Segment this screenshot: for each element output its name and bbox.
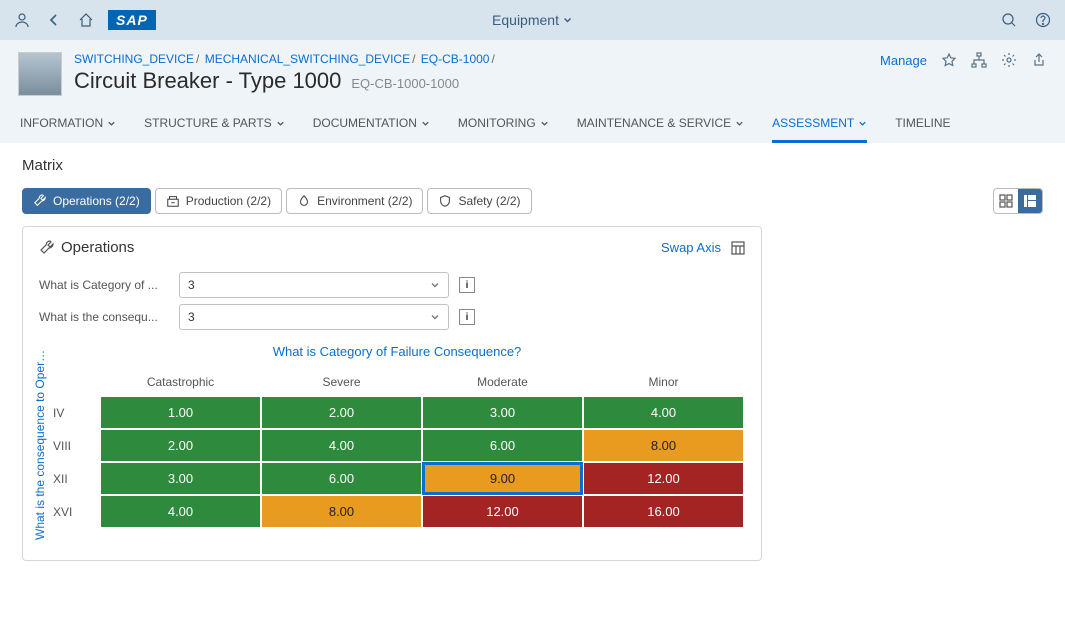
matrix-col-header: Minor	[584, 369, 743, 395]
filter-label: What is the consequ...	[39, 310, 169, 324]
matrix-col-header: Moderate	[423, 369, 582, 395]
matrix-cell[interactable]: 2.00	[101, 430, 260, 461]
settings-icon[interactable]	[1001, 52, 1017, 68]
matrix-view-button[interactable]	[1018, 189, 1042, 213]
x-axis-label: What is Category of Failure Consequence?	[49, 344, 745, 359]
chevron-down-icon	[540, 119, 549, 128]
operations-icon	[39, 240, 55, 256]
filter-select[interactable]: 3	[179, 304, 449, 330]
object-title: Circuit Breaker - Type 1000	[74, 68, 341, 94]
info-icon[interactable]: i	[459, 277, 475, 293]
table-settings-icon[interactable]	[731, 241, 745, 255]
object-subtitle: EQ-CB-1000-1000	[351, 76, 459, 91]
matrix-cell[interactable]: 16.00	[584, 496, 743, 527]
matrix-cell[interactable]: 8.00	[262, 496, 421, 527]
chevron-down-icon	[858, 119, 867, 128]
matrix-col-header: Severe	[262, 369, 421, 395]
nav-tab[interactable]: INFORMATION	[20, 110, 116, 143]
nav-tab[interactable]: STRUCTURE & PARTS	[144, 110, 285, 143]
nav-tabs: INFORMATION STRUCTURE & PARTS DOCUMENTAT…	[18, 110, 1047, 143]
object-header: SWITCHING_DEVICE/ MECHANICAL_SWITCHING_D…	[0, 40, 1065, 143]
filter-area: What is Category of ...3iWhat is the con…	[23, 268, 761, 344]
segment-buttons: Operations (2/2)Production (2/2)Environm…	[22, 188, 532, 214]
segment-button[interactable]: Production (2/2)	[155, 188, 282, 214]
segment-button[interactable]: Environment (2/2)	[286, 188, 423, 214]
segment-button[interactable]: Operations (2/2)	[22, 188, 151, 214]
matrix-cell[interactable]: 3.00	[423, 397, 582, 428]
risk-matrix-table: CatastrophicSevereModerateMinor IV1.002.0…	[49, 367, 745, 529]
matrix-cell[interactable]: 1.00	[101, 397, 260, 428]
chevron-down-icon	[735, 119, 744, 128]
matrix-col-header: Catastrophic	[101, 369, 260, 395]
matrix-cell[interactable]: 6.00	[423, 430, 582, 461]
matrix-cell[interactable]: 12.00	[423, 496, 582, 527]
matrix-row-header: XII	[51, 463, 99, 494]
nav-tab[interactable]: MONITORING	[458, 110, 549, 143]
chevron-down-icon	[107, 119, 116, 128]
hierarchy-icon[interactable]	[971, 52, 987, 68]
nav-tab[interactable]: DOCUMENTATION	[313, 110, 430, 143]
matrix-cell[interactable]: 2.00	[262, 397, 421, 428]
manage-button[interactable]: Manage	[880, 53, 927, 68]
filter-row: What is the consequ... 3i	[39, 304, 745, 330]
filter-select[interactable]: 3	[179, 272, 449, 298]
share-icon[interactable]	[1031, 52, 1047, 68]
breadcrumb: SWITCHING_DEVICE/ MECHANICAL_SWITCHING_D…	[74, 52, 880, 66]
back-icon[interactable]	[44, 10, 64, 30]
sap-logo: SAP	[108, 10, 156, 30]
chevron-down-icon	[421, 119, 430, 128]
page-title: Equipment	[492, 12, 559, 28]
segment-icon	[297, 194, 311, 208]
matrix-cell[interactable]: 3.00	[101, 463, 260, 494]
segment-button[interactable]: Safety (2/2)	[427, 188, 531, 214]
matrix-cell[interactable]: 12.00	[584, 463, 743, 494]
y-axis-label: What is the consequence to Opera...	[31, 344, 49, 544]
chevron-down-icon	[276, 119, 285, 128]
matrix-card: Operations Swap Axis What is Category of…	[22, 226, 762, 561]
user-icon[interactable]	[12, 10, 32, 30]
matrix-cell[interactable]: 6.00	[262, 463, 421, 494]
matrix-cell[interactable]: 4.00	[262, 430, 421, 461]
filter-label: What is Category of ...	[39, 278, 169, 292]
matrix-row-header: XVI	[51, 496, 99, 527]
chevron-down-icon	[430, 280, 440, 290]
nav-tab[interactable]: TIMELINE	[895, 110, 950, 143]
matrix-cell[interactable]: 9.00	[423, 463, 582, 494]
segment-icon	[33, 194, 47, 208]
breadcrumb-link[interactable]: EQ-CB-1000	[421, 52, 490, 66]
nav-tab[interactable]: MAINTENANCE & SERVICE	[577, 110, 744, 143]
matrix-cell[interactable]: 8.00	[584, 430, 743, 461]
view-toggle	[993, 188, 1043, 214]
breadcrumb-link[interactable]: MECHANICAL_SWITCHING_DEVICE	[205, 52, 410, 66]
matrix-row-header: IV	[51, 397, 99, 428]
filter-row: What is Category of ... 3i	[39, 272, 745, 298]
segment-icon	[166, 194, 180, 208]
nav-tab[interactable]: ASSESSMENT	[772, 110, 867, 143]
matrix-cell[interactable]: 4.00	[101, 496, 260, 527]
chevron-down-icon	[563, 15, 573, 25]
grid-view-button[interactable]	[994, 189, 1018, 213]
breadcrumb-link[interactable]: SWITCHING_DEVICE	[74, 52, 194, 66]
matrix-row-header: VIII	[51, 430, 99, 461]
section-title: Matrix	[22, 157, 1043, 174]
chevron-down-icon	[430, 312, 440, 322]
card-title: Operations	[61, 239, 134, 256]
swap-axis-button[interactable]: Swap Axis	[661, 240, 721, 255]
page-title-dropdown[interactable]: Equipment	[492, 12, 573, 28]
home-icon[interactable]	[76, 10, 96, 30]
info-icon[interactable]: i	[459, 309, 475, 325]
topbar: SAP Equipment	[0, 0, 1065, 40]
favorite-icon[interactable]	[941, 52, 957, 68]
matrix-cell[interactable]: 4.00	[584, 397, 743, 428]
header-actions: Manage	[880, 52, 1047, 68]
segment-icon	[438, 194, 452, 208]
search-icon[interactable]	[999, 10, 1019, 30]
equipment-thumbnail	[18, 52, 62, 96]
help-icon[interactable]	[1033, 10, 1053, 30]
